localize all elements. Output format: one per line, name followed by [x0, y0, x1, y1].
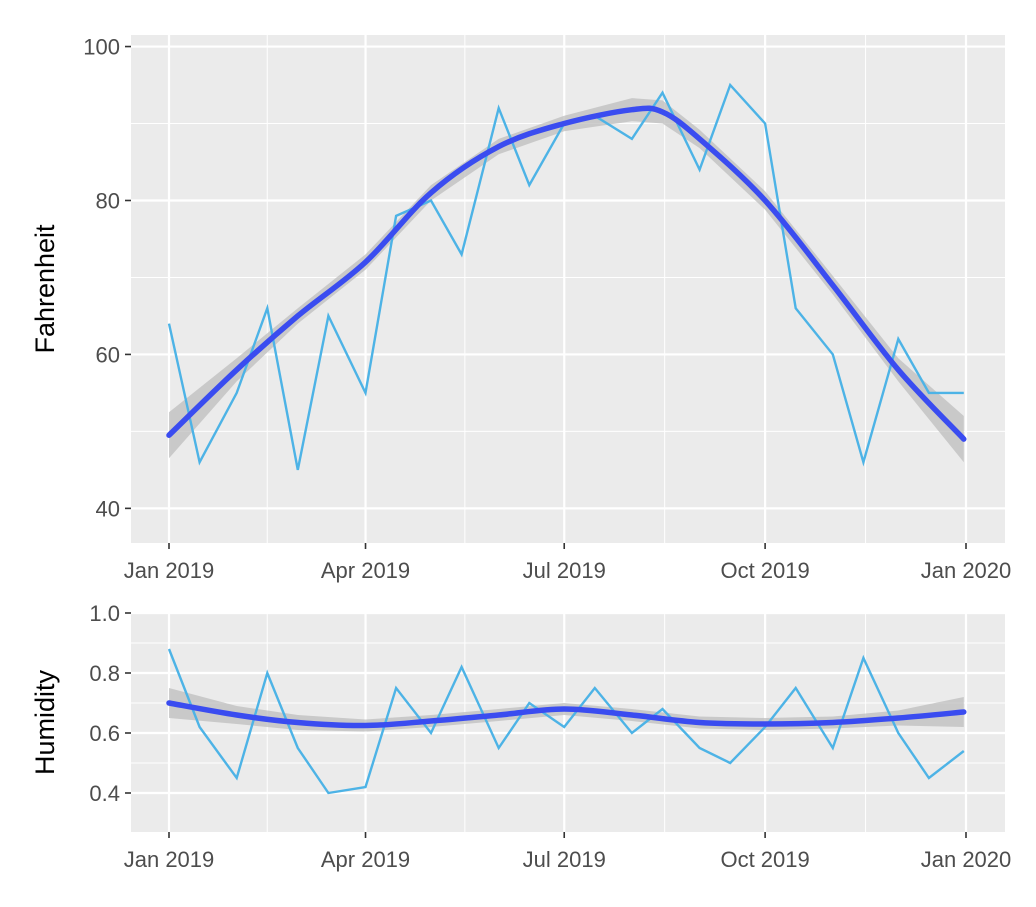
x-tick-label: Jul 2019 — [523, 558, 606, 583]
y-tick-label: 60 — [96, 342, 120, 367]
humidity-smooth-line — [166, 700, 967, 729]
y-tick-label: 0.4 — [89, 781, 120, 806]
temperature-y-ticks: 40 60 80 100 — [83, 35, 131, 521]
y-tick-label: 0.6 — [89, 721, 120, 746]
x-tick-label: Oct 2019 — [720, 558, 809, 583]
x-tick-label: Jan 2020 — [921, 558, 1012, 583]
humidity-panel: 0.4 0.6 0.8 1.0 Jan 2019 Apr 2019 Jul 2019 Oct… — [30, 601, 1011, 872]
temperature-y-axis-title: Fahrenheit — [30, 224, 60, 354]
y-tick-label: 1.0 — [89, 601, 120, 626]
x-tick-label: Jan 2020 — [921, 847, 1012, 872]
humidity-gridlines — [131, 611, 1005, 832]
humidity-x-ticks: Jan 2019 Apr 2019 Jul 2019 Oct 2019 Jan 2020 — [124, 832, 1012, 872]
y-tick-label: 100 — [83, 35, 120, 60]
temperature-smooth-line — [166, 105, 967, 442]
x-tick-label: Jul 2019 — [523, 847, 606, 872]
temperature-panel: 40 60 80 100 Jan 2019 Apr 2019 Jul 2019 Oct 20… — [30, 35, 1011, 583]
humidity-y-axis-title: Humidity — [30, 669, 60, 775]
x-tick-label: Apr 2019 — [321, 558, 410, 583]
y-tick-label: 40 — [96, 496, 120, 521]
temperature-plot-background — [131, 35, 1005, 543]
x-tick-label: Jan 2019 — [124, 558, 215, 583]
temperature-x-ticks: Jan 2019 Apr 2019 Jul 2019 Oct 2019 Jan 2020 — [124, 543, 1012, 583]
y-tick-label: 0.8 — [89, 661, 120, 686]
y-tick-label: 80 — [96, 188, 120, 213]
humidity-daily-line — [167, 648, 965, 795]
x-tick-label: Oct 2019 — [720, 847, 809, 872]
x-tick-label: Apr 2019 — [321, 847, 410, 872]
humidity-y-ticks: 0.4 0.6 0.8 1.0 — [89, 601, 131, 806]
x-tick-label: Jan 2019 — [124, 847, 215, 872]
